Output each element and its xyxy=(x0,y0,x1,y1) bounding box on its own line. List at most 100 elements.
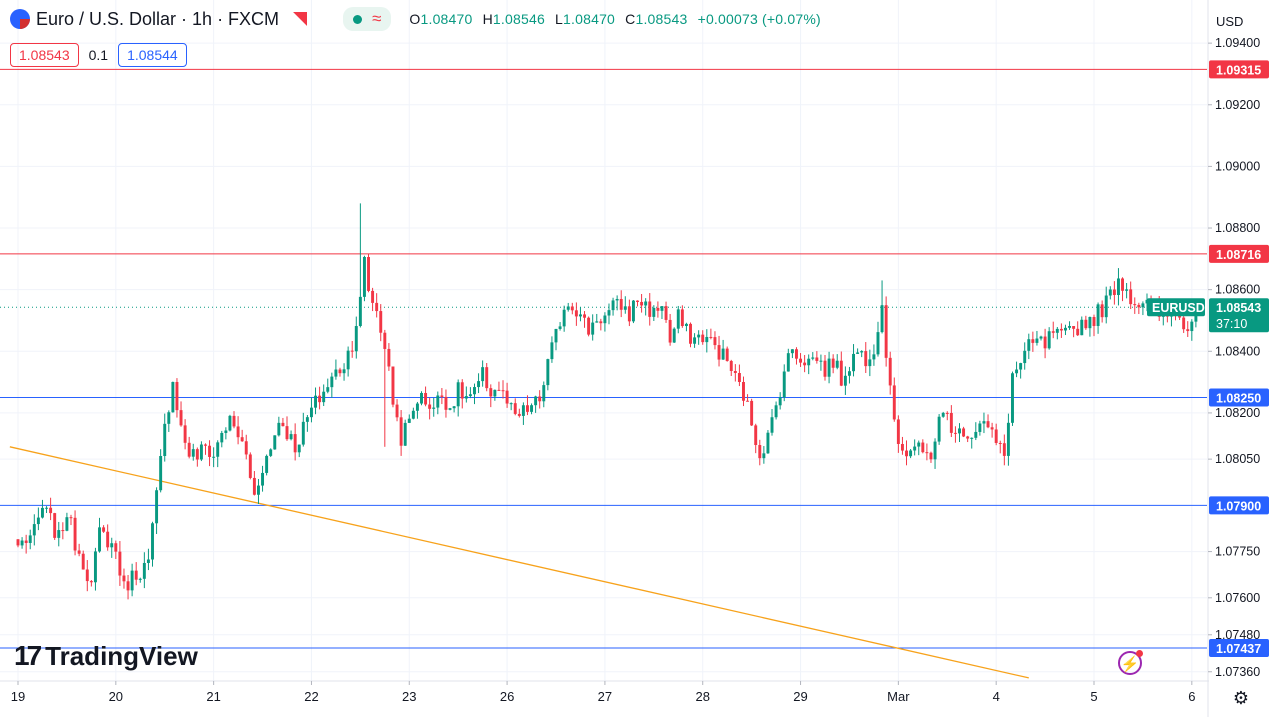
candle-body xyxy=(766,432,770,454)
candle-body xyxy=(636,300,639,302)
candle-body xyxy=(452,406,456,409)
candle-body xyxy=(146,559,150,563)
sell-price-button[interactable]: 1.08543 xyxy=(10,43,79,67)
candle-body xyxy=(864,351,868,367)
candle-body xyxy=(905,450,908,457)
candle-body xyxy=(925,452,929,454)
candle-body xyxy=(415,403,419,411)
candle-body xyxy=(395,404,399,418)
candle-body xyxy=(1068,326,1072,328)
candle-body xyxy=(697,334,701,338)
y-tick-label: 1.07750 xyxy=(1215,545,1260,559)
candle-body xyxy=(746,400,750,402)
candle-body xyxy=(1006,422,1010,456)
candle-body xyxy=(411,410,415,419)
candle-body xyxy=(619,298,623,310)
candle-body xyxy=(297,444,301,453)
candle-body xyxy=(220,432,224,443)
candle-body xyxy=(1141,303,1145,308)
candle-body xyxy=(53,513,57,538)
candle-body xyxy=(595,321,599,323)
candle-body xyxy=(1023,350,1027,364)
candle-body xyxy=(526,405,529,412)
candle-body xyxy=(322,391,326,403)
candle-body xyxy=(644,301,648,306)
candle-body xyxy=(933,441,937,460)
candle-body xyxy=(134,570,138,580)
candle-body xyxy=(301,421,305,445)
market-status-icon[interactable] xyxy=(293,12,308,26)
settings-gear-icon[interactable]: ⚙ xyxy=(1232,688,1250,708)
candle-body xyxy=(501,390,505,392)
candle-body xyxy=(680,309,684,327)
candle-body xyxy=(1076,328,1080,336)
symbol-title[interactable]: Euro / U.S. Dollar · 1h · FXCM xyxy=(36,8,280,29)
x-tick-label: 19 xyxy=(11,689,25,704)
candle-body xyxy=(1051,331,1055,333)
candle-body xyxy=(1145,299,1149,304)
x-tick-label: 21 xyxy=(206,689,220,704)
candle-body xyxy=(839,360,843,386)
candle-body xyxy=(835,360,839,368)
candle-body xyxy=(733,371,737,373)
candle-body xyxy=(61,530,65,532)
candle-body xyxy=(199,444,203,460)
candle-body xyxy=(1011,373,1014,423)
candle-body xyxy=(668,319,672,343)
y-tick-label: 1.07600 xyxy=(1215,591,1260,605)
candle-body xyxy=(102,527,106,532)
level-tag xyxy=(1209,244,1269,263)
candle-body xyxy=(179,410,183,426)
level-tag xyxy=(1209,639,1269,658)
x-tick-label: 29 xyxy=(793,689,807,704)
candle-body xyxy=(16,539,20,546)
candle-body xyxy=(631,300,635,322)
alert-bolt-icon[interactable]: ⚡ xyxy=(1118,650,1143,675)
candle-body xyxy=(420,392,423,404)
candle-body xyxy=(383,332,387,349)
candle-body xyxy=(611,300,615,311)
quote-panel: 1.08543 0.1 1.08544 xyxy=(10,42,187,68)
candle-body xyxy=(945,412,949,414)
candle-body xyxy=(970,437,974,439)
candle-body xyxy=(464,396,468,399)
candle-body xyxy=(990,427,994,430)
candle-body xyxy=(774,405,778,418)
candle-body xyxy=(236,426,240,438)
x-tick-label: 22 xyxy=(304,689,318,704)
candle-body xyxy=(941,412,945,417)
candle-body xyxy=(1002,443,1006,456)
candle-body xyxy=(982,421,986,424)
candle-body xyxy=(648,301,652,317)
candle-body xyxy=(40,507,44,518)
candle-body xyxy=(171,381,175,413)
candle-body xyxy=(538,396,542,402)
candle-body xyxy=(350,350,354,352)
candle-body xyxy=(493,389,497,397)
candle-body xyxy=(448,408,452,410)
candle-body xyxy=(554,328,558,343)
candle-body xyxy=(570,306,574,311)
candle-body xyxy=(693,337,697,344)
currency-selector[interactable]: USD xyxy=(1216,13,1244,29)
candlesticks xyxy=(16,203,1198,600)
y-tick-label: 1.08200 xyxy=(1215,406,1260,420)
candle-body xyxy=(354,326,358,352)
candle-body xyxy=(110,543,114,548)
candle-body xyxy=(689,323,692,344)
candle-body xyxy=(803,362,807,366)
candle-body xyxy=(362,256,366,297)
candle-body xyxy=(607,310,611,316)
candle-body xyxy=(1031,339,1035,343)
data-status-pill[interactable]: ≈ xyxy=(343,7,392,31)
buy-price-button[interactable]: 1.08544 xyxy=(118,43,187,67)
candle-body xyxy=(799,358,803,363)
candle-body xyxy=(114,543,118,552)
candle-body xyxy=(244,441,248,455)
candle-body xyxy=(183,425,187,443)
candle-body xyxy=(1080,319,1084,336)
candle-body xyxy=(827,358,831,377)
candle-body xyxy=(1186,329,1190,332)
candle-body xyxy=(1047,331,1051,349)
